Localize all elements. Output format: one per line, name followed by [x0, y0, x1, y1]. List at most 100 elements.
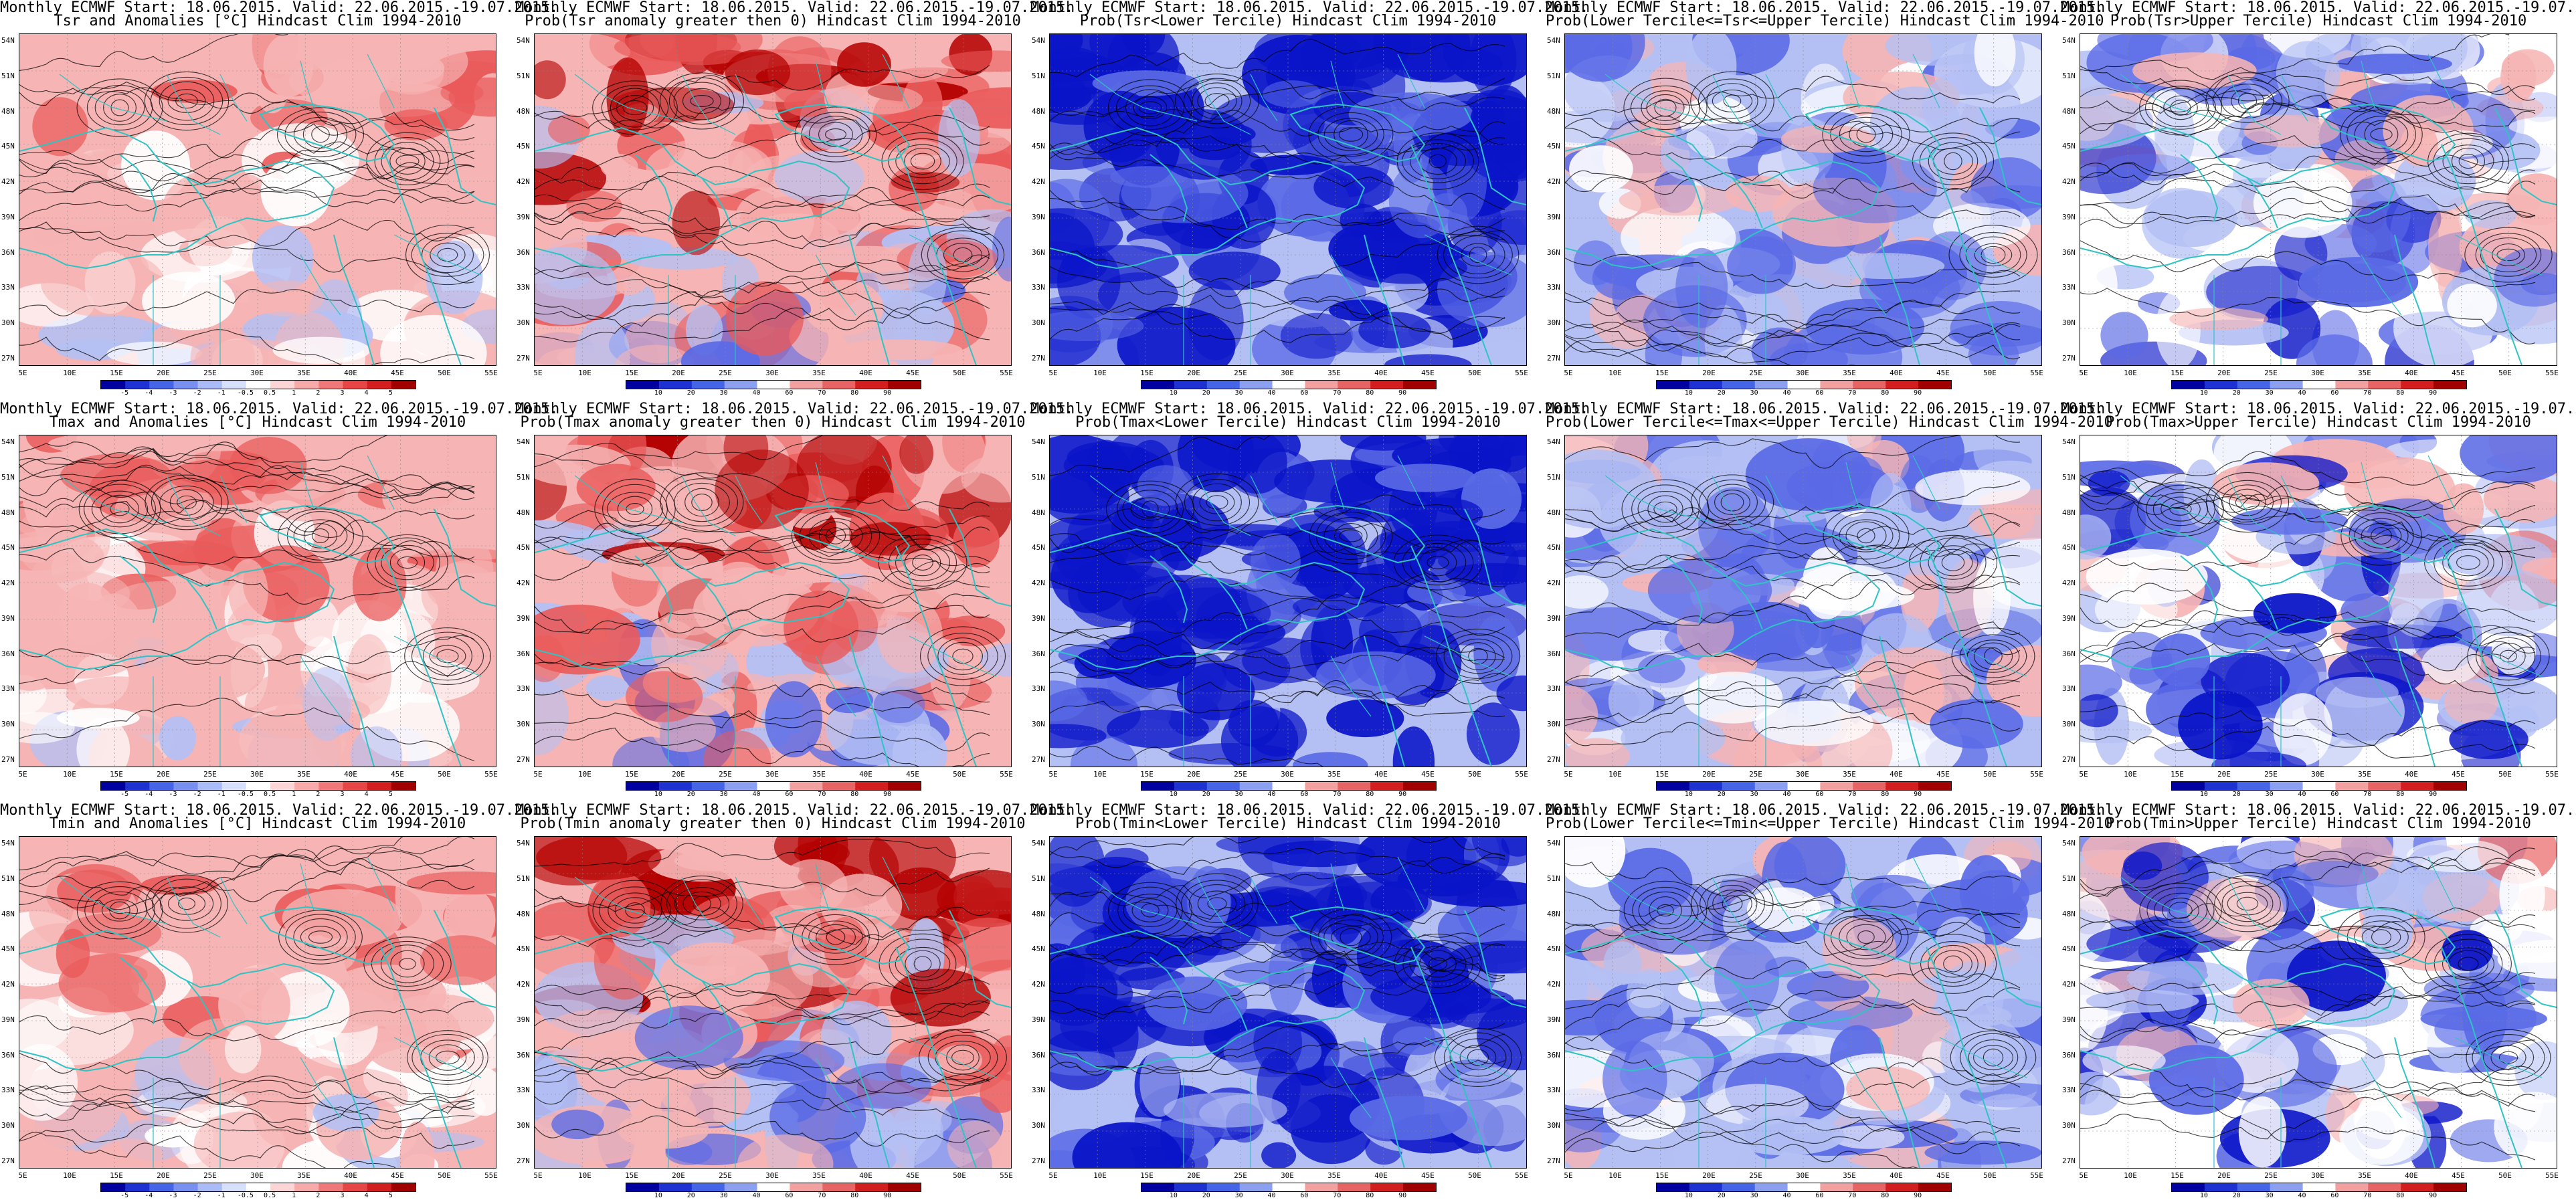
contour-line — [1050, 628, 1505, 718]
longitude-tick-label: 50E — [1983, 770, 1997, 779]
longitude-tick-label: 40E — [1890, 1171, 1903, 1180]
longitude-tick-label: 15E — [625, 1171, 638, 1180]
colorbar-tick-label: 30 — [1750, 791, 1758, 798]
colorbar-swatch — [391, 381, 416, 389]
colorbar-tick-label: 5 — [388, 389, 393, 397]
contour-line — [1839, 116, 1894, 153]
longitude-tick-label: 45E — [1936, 369, 1950, 377]
colorbar-tick-label: -0.5 — [237, 389, 254, 397]
contour-line — [1830, 914, 1902, 960]
colorbar-tick-label: 60 — [785, 389, 794, 397]
latitude-tick-label: 54N — [1547, 36, 1560, 45]
contour-line — [535, 924, 990, 947]
field-shade — [252, 225, 314, 292]
contour-line — [101, 899, 139, 922]
latitude-tick-label: 39N — [2062, 613, 2076, 623]
field-shade — [2340, 624, 2463, 649]
latitude-tick-label: 54N — [1032, 839, 1045, 847]
contour-line — [2080, 468, 2536, 513]
field-shade — [1685, 34, 1737, 105]
contour-line — [2481, 637, 2536, 676]
contour-line — [1449, 1038, 1507, 1077]
colorbar-swatch — [1305, 782, 1338, 790]
field-shade — [640, 34, 763, 66]
contour-line — [1920, 941, 1986, 987]
contour-line — [2080, 155, 2536, 195]
colorbar-tick-label: -1 — [217, 791, 225, 798]
field-shade — [1602, 1040, 1667, 1118]
country-border — [1089, 475, 1198, 523]
colorbar-swatch — [626, 381, 660, 389]
field-shade — [894, 1103, 952, 1137]
contour-line — [2080, 1063, 2536, 1107]
longitude-tick-label: 15E — [625, 369, 638, 377]
colorbar-ticks: 10 20 30 40 60 70 80 90 — [2171, 389, 2466, 399]
latitude-tick-label: 30N — [517, 720, 530, 729]
colorbar-swatch — [757, 1183, 790, 1191]
field-shade — [1110, 166, 1188, 188]
contour-line — [1130, 497, 1170, 521]
field-shade — [672, 190, 721, 256]
longitude-tick-label: 55E — [2030, 369, 2043, 377]
latitude-tick-label: 36N — [2062, 1050, 2076, 1060]
colorbar-swatch — [173, 1183, 199, 1191]
map-panel: Monthly ECMWF Start: 18.06.2015. Valid: … — [515, 401, 1073, 803]
panel-header: Monthly ECMWF Start: 18.06.2015. Valid: … — [0, 0, 559, 16]
colorbar-swatch — [2335, 1183, 2369, 1191]
longitude-tick-label: 45E — [906, 369, 919, 377]
contour-line — [1823, 506, 1910, 565]
longitude-tick-label: 25E — [2264, 770, 2278, 779]
colorbar-gradient — [2172, 381, 2466, 389]
contour-line — [1565, 960, 2021, 1009]
country-border — [300, 60, 314, 108]
contour-line — [888, 538, 957, 587]
longitude-tick-label: 10E — [578, 770, 591, 779]
contour-line — [2080, 607, 2536, 631]
contour-line — [2144, 86, 2217, 130]
colorbar-tick-label: 90 — [1398, 791, 1407, 798]
contour-line — [2235, 494, 2260, 510]
contour-line — [2169, 502, 2192, 516]
colorbar-swatch — [1403, 381, 1436, 389]
contour-line — [935, 1040, 991, 1075]
map-canvas — [2080, 837, 2557, 1168]
colorbar-tick-label: 80 — [2396, 791, 2405, 798]
panel-header: Monthly ECMWF Start: 18.06.2015. Valid: … — [515, 0, 1074, 16]
contour-line — [2080, 846, 2536, 899]
field-shade — [634, 1005, 743, 1070]
field-shade — [123, 627, 177, 657]
colorbar-swatch — [790, 381, 823, 389]
contour-line — [110, 502, 130, 516]
field-shade — [1813, 153, 1937, 223]
colorbar-tick-label: 3 — [340, 389, 345, 397]
colorbar-swatch — [724, 782, 758, 790]
longitude-tick-label: 30E — [1281, 1171, 1294, 1180]
field-shade — [351, 726, 403, 767]
contour-line — [535, 227, 990, 272]
latitude-tick-label: 39N — [1547, 613, 1560, 623]
contour-line — [2080, 178, 2536, 219]
colorbar-tick-label: 30 — [2265, 791, 2274, 798]
contour-line — [1308, 106, 1394, 163]
colorbar-tick-label: 60 — [785, 1192, 794, 1199]
field-shade — [607, 546, 709, 581]
coastline — [1805, 906, 1941, 965]
longitude-tick-label: 40E — [2405, 369, 2418, 377]
colorbar-tick-label: 70 — [818, 791, 826, 798]
contour-line — [19, 144, 475, 193]
latitude-tick-label: 27N — [1032, 1157, 1045, 1165]
contour-line — [1050, 853, 1505, 907]
field-shade — [106, 341, 202, 365]
field-shade — [902, 74, 943, 133]
contour-line — [2162, 897, 2199, 924]
field-shade — [890, 969, 991, 1027]
colorbar — [2171, 380, 2467, 389]
longitude-tick-label: 35E — [1843, 369, 1856, 377]
coastline — [2320, 103, 2456, 163]
field-shade — [826, 686, 873, 714]
contour-line — [1565, 513, 2021, 544]
country-border — [1765, 475, 1793, 523]
contour-line — [535, 1055, 990, 1092]
contour-line — [1968, 1039, 2019, 1076]
contour-line — [1192, 82, 1243, 120]
